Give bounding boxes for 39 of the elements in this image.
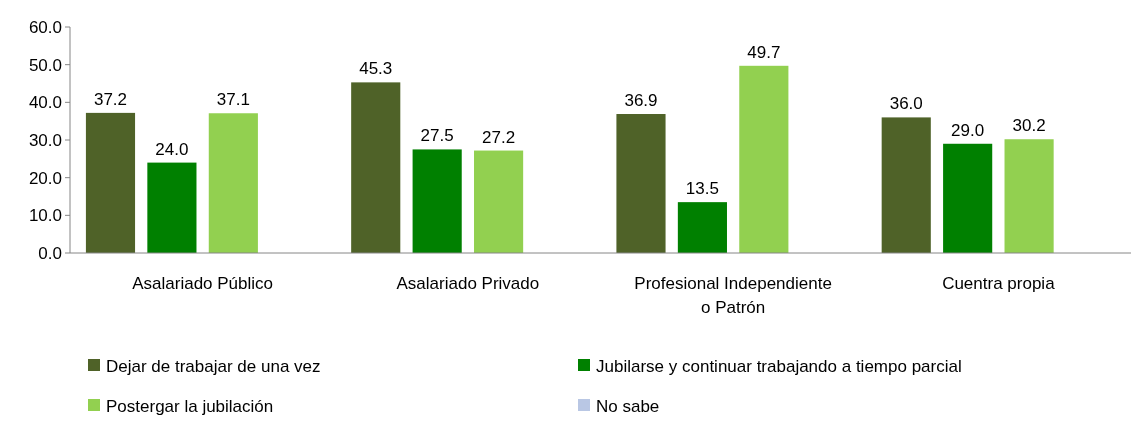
bar xyxy=(677,202,727,253)
x-tick-label: Cuentra propia xyxy=(942,274,1056,293)
bar xyxy=(412,149,462,253)
x-tick-label: Asalariado Privado xyxy=(396,274,540,293)
bar xyxy=(616,114,666,253)
bar xyxy=(739,65,789,253)
data-label: 36.0 xyxy=(889,94,923,114)
x-tick-label: Asalariado Público xyxy=(132,274,274,293)
data-label: 37.2 xyxy=(93,89,128,109)
data-label: 27.5 xyxy=(420,126,454,146)
data-label: 36.9 xyxy=(624,91,658,111)
bar xyxy=(147,162,197,253)
bar xyxy=(208,113,258,253)
bar xyxy=(351,82,401,253)
data-label: 49.7 xyxy=(747,42,781,62)
bar xyxy=(943,143,993,253)
data-label: 24.0 xyxy=(155,139,189,159)
data-label: 29.0 xyxy=(951,120,985,140)
legend-label: Jubilarse y continuar trabajando a tiempo parcial xyxy=(596,356,962,376)
data-label: 37.1 xyxy=(216,90,250,110)
data-label: 45.3 xyxy=(359,59,393,79)
y-tick-label: 50.0 xyxy=(28,55,62,75)
legend-label: Dejar de trabajar de una vez xyxy=(106,356,321,376)
legend-label: No sabe xyxy=(596,396,660,416)
x-tick-label: Profesional Independiente o Patrón xyxy=(634,274,832,317)
y-tick-label: 30.0 xyxy=(28,130,62,150)
bar xyxy=(881,117,931,253)
data-label: 27.2 xyxy=(482,127,516,147)
y-tick-label: 10.0 xyxy=(28,206,62,226)
y-tick-label: 60.0 xyxy=(28,17,62,37)
y-tick-label: 20.0 xyxy=(28,168,62,188)
y-tick-label: 0.0 xyxy=(38,243,62,263)
bar xyxy=(85,112,136,253)
data-label: 30.2 xyxy=(1012,116,1046,136)
data-label: 13.5 xyxy=(685,179,719,199)
bar xyxy=(1004,139,1054,253)
y-tick-label: 40.0 xyxy=(28,93,62,113)
legend-label: Postergar la jubilación xyxy=(106,396,274,416)
bar xyxy=(474,150,524,253)
